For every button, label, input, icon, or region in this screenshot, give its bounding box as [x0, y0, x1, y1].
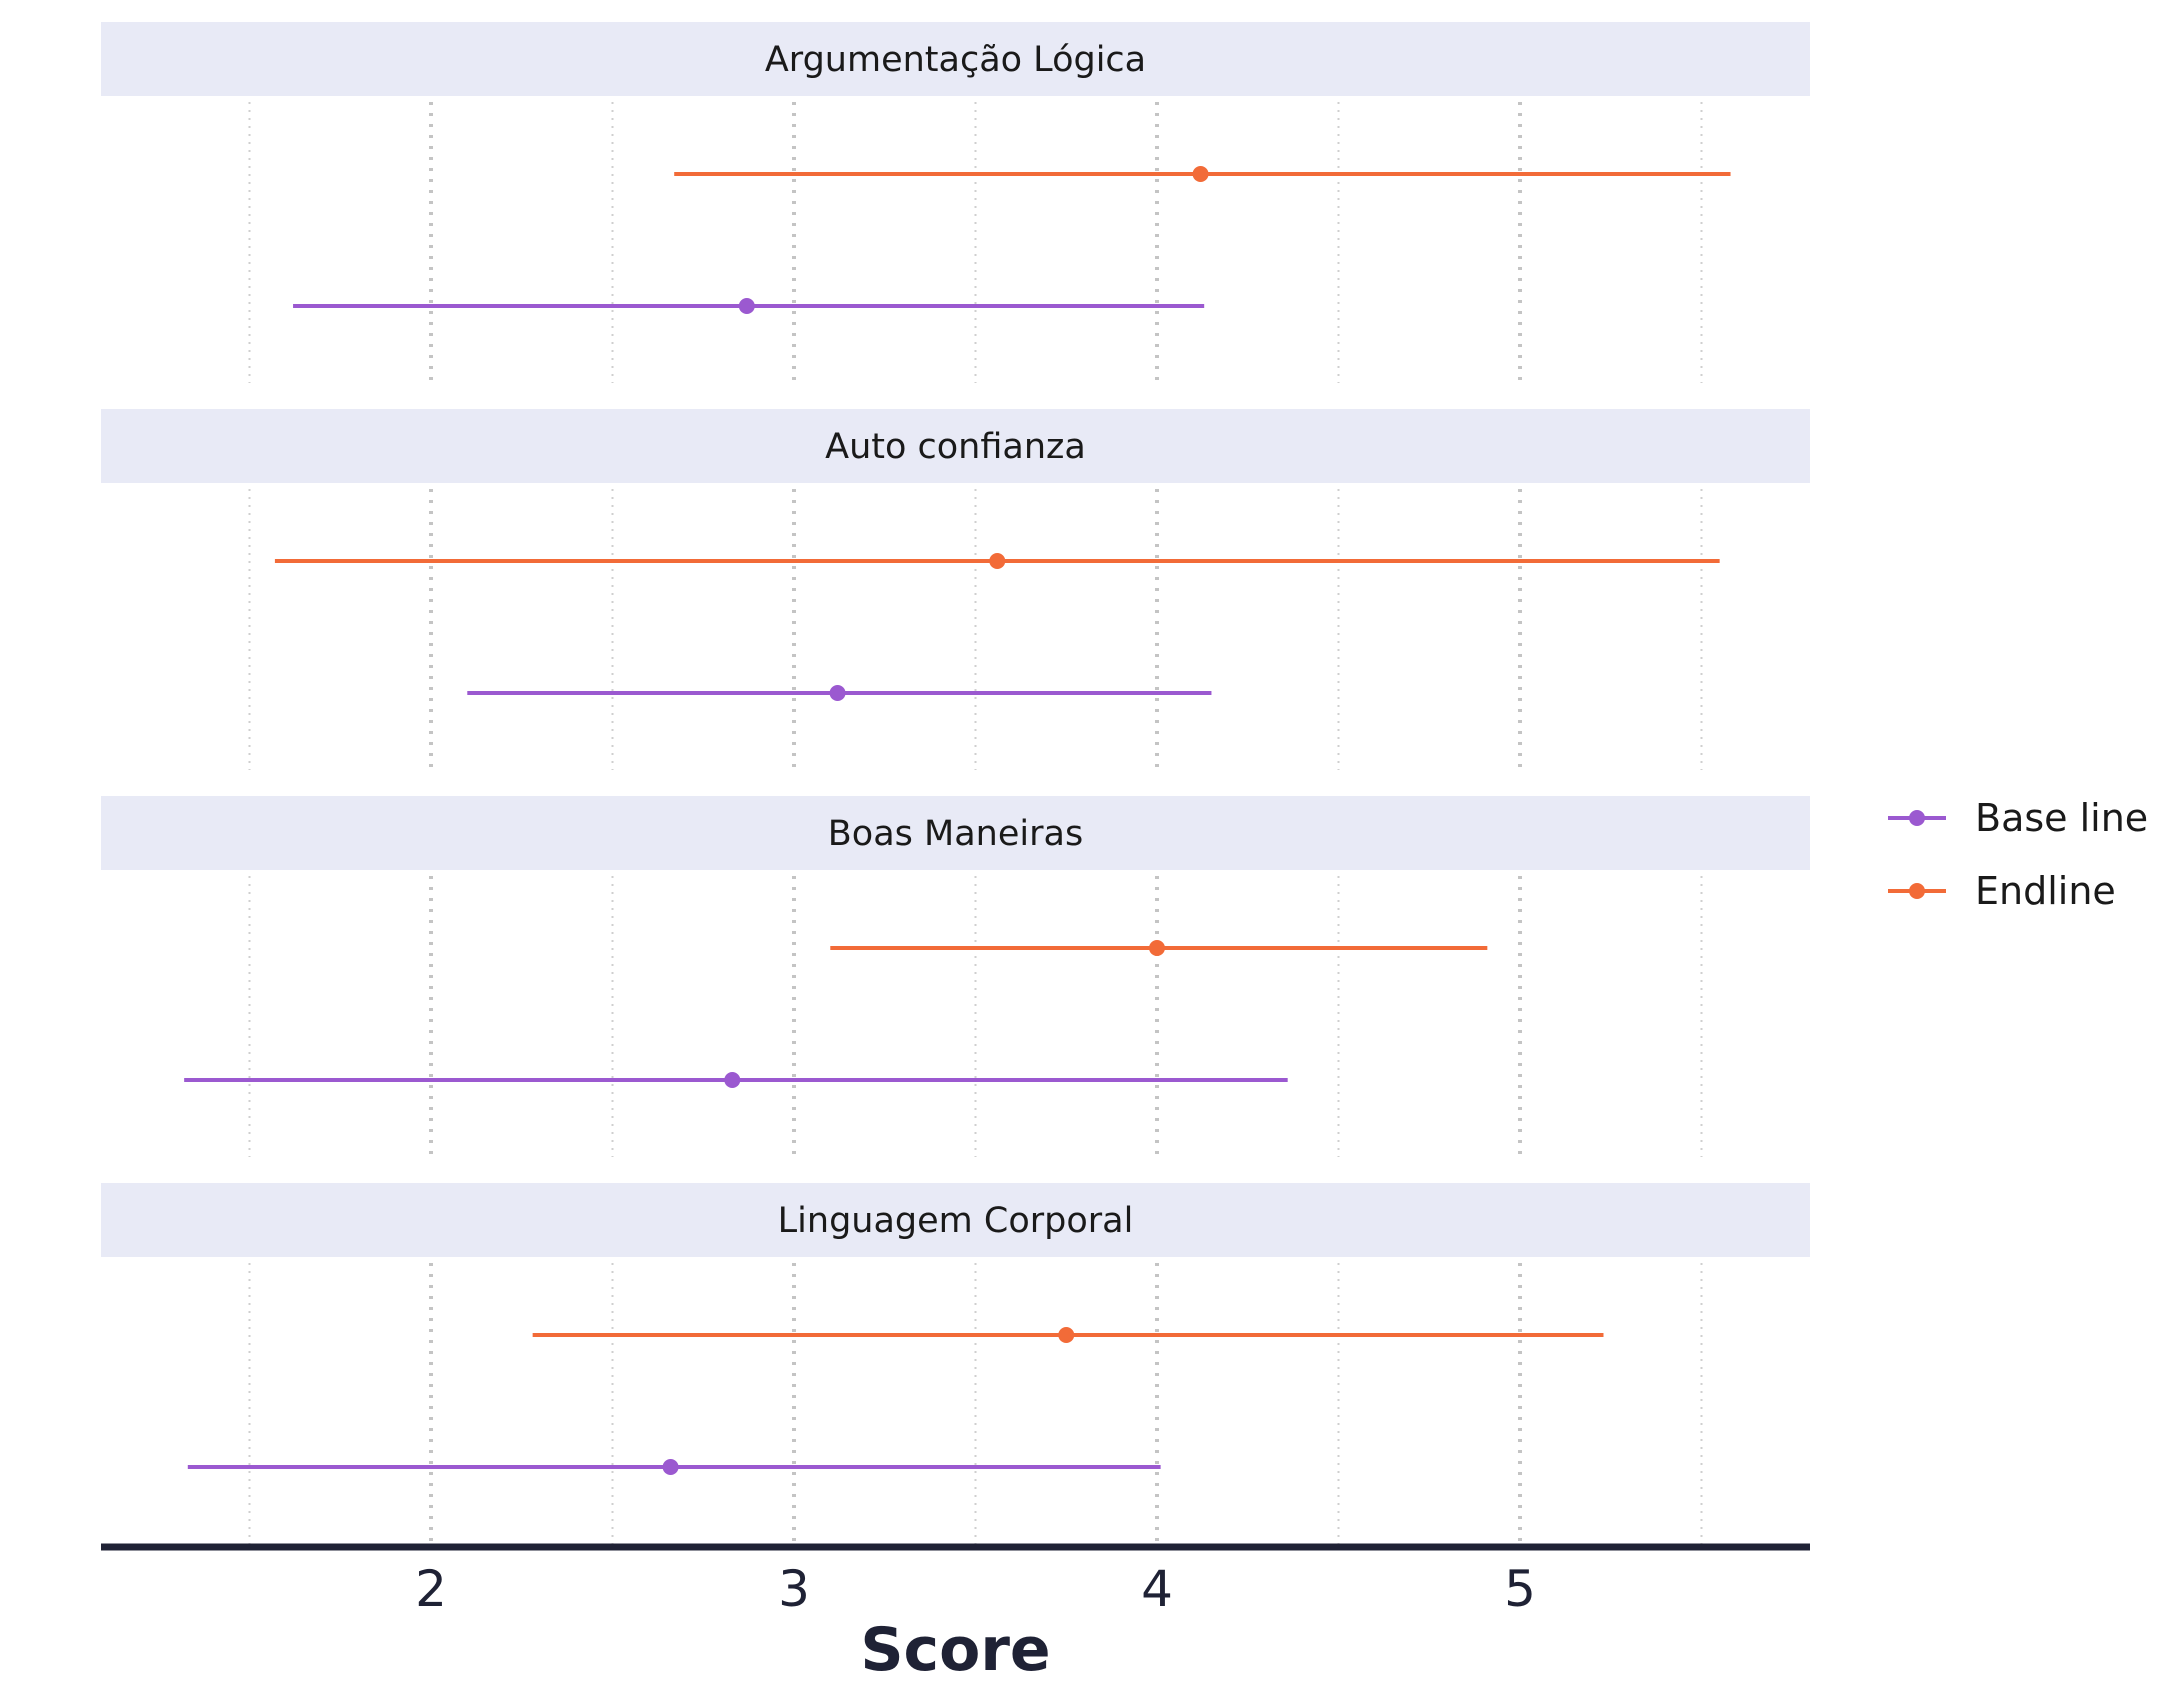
panels: Argumentação Lógica Auto confianza Boas Ma…	[101, 22, 1810, 1544]
x-tick-label: 3	[778, 1560, 810, 1618]
facet-title: Auto confianza	[825, 427, 1086, 467]
x-tick-label: 2	[415, 1560, 447, 1618]
legend-label: Base line	[1975, 796, 2148, 840]
mean-point	[1058, 1327, 1075, 1343]
mean-point	[1149, 940, 1165, 956]
facet-panel: Auto confianza	[101, 409, 1810, 770]
mean-point	[829, 685, 846, 701]
x-tick-label: 4	[1141, 1560, 1173, 1618]
facet-panel: Boas Maneiras	[101, 796, 1810, 1157]
mean-point	[724, 1072, 741, 1088]
facet-strip	[101, 796, 1810, 870]
facet-title: Boas Maneiras	[828, 814, 1083, 854]
facet-strip	[101, 22, 1810, 96]
facet-strip	[101, 409, 1810, 483]
legend-marker	[1909, 810, 1925, 826]
legend[interactable]: Base line Endline	[1888, 796, 2148, 913]
facet-panel: Linguagem Corporal	[101, 1183, 1810, 1544]
facet-panel: Argumentação Lógica	[101, 22, 1810, 383]
mean-point	[662, 1459, 679, 1475]
legend-item[interactable]: Endline	[1888, 869, 2116, 913]
legend-item[interactable]: Base line	[1888, 796, 2148, 840]
mean-point	[738, 298, 755, 314]
x-tick-label: 5	[1504, 1560, 1536, 1618]
facet-strip	[101, 1183, 1810, 1257]
legend-label: Endline	[1975, 869, 2116, 913]
x-axis: 2 3 4 5 Score	[101, 1543, 1810, 1681]
mean-point	[989, 553, 1006, 569]
facet-title: Argumentação Lógica	[765, 40, 1146, 80]
facet-title: Linguagem Corporal	[778, 1201, 1134, 1241]
x-axis-title: Score	[860, 1615, 1050, 1681]
legend-marker	[1909, 883, 1925, 899]
mean-point	[1192, 166, 1209, 182]
